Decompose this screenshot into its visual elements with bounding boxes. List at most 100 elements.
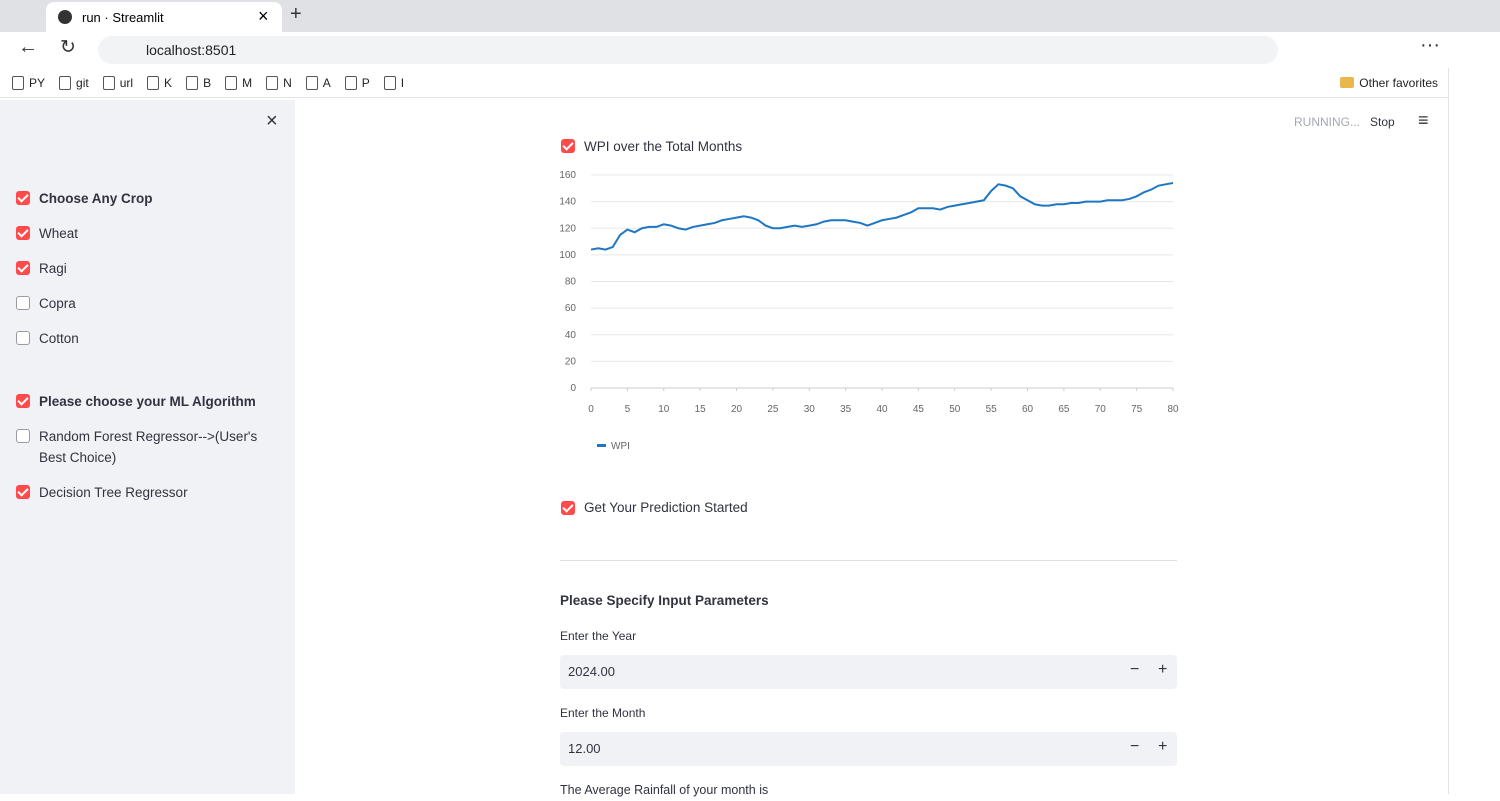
bookmark-label: M	[242, 75, 253, 90]
close-sidebar[interactable]: ×	[266, 110, 278, 132]
other-favorites-label: Other favorites	[1359, 75, 1438, 90]
increment[interactable]: +	[1158, 738, 1168, 755]
line	[590, 182, 1174, 251]
hamburger[interactable]: ≡	[1418, 110, 1429, 130]
option-label: Ragi	[39, 261, 67, 276]
x-tick-label: 40	[876, 404, 888, 415]
option-label: Random Forest Regressor-->(User's Best C…	[39, 429, 258, 465]
tab[interactable]: run · Streamlit ×	[46, 2, 282, 32]
increment[interactable]: +	[1158, 661, 1168, 678]
x-tick-label: 70	[1095, 404, 1107, 415]
checkbox[interactable]	[561, 139, 575, 153]
chart-toggle-label: WPI over the Total Months	[584, 139, 743, 154]
x-tick-label: 60	[1022, 404, 1034, 415]
group-header: Choose Any Crop	[39, 191, 153, 206]
option-label: Decision Tree Regressor	[39, 485, 188, 500]
y-tick-label: 120	[559, 223, 576, 234]
url: localhost:8501	[146, 42, 237, 58]
back[interactable]: ←	[18, 36, 38, 58]
checkbox[interactable]	[16, 485, 30, 499]
input-label: Enter the Year	[560, 629, 637, 643]
new-tab[interactable]: +	[290, 3, 302, 25]
option-label: Copra	[39, 296, 76, 311]
checkbox[interactable]	[16, 296, 30, 310]
tab-title: run · Streamlit	[82, 10, 164, 25]
bookmark-icon	[344, 75, 357, 90]
checkbox[interactable]	[561, 501, 575, 515]
y-tick-label: 140	[559, 197, 576, 208]
bookmark-label: PY	[29, 75, 46, 90]
legend-label: WPI	[611, 441, 630, 452]
bookmark[interactable]: PY	[12, 75, 46, 90]
input-value: 2024.00	[568, 664, 615, 679]
other-favorites[interactable]: Other favorites	[1340, 76, 1438, 90]
checkbox[interactable]	[16, 394, 30, 408]
x-tick-label: 50	[949, 404, 961, 415]
bookmark-label: A	[322, 75, 331, 90]
bookmark-label: url	[119, 75, 134, 90]
address-bar[interactable]: localhost:8501	[98, 36, 1278, 64]
x-tick-label: 45	[913, 404, 925, 415]
bookmark[interactable]: url	[102, 75, 134, 90]
x-tick-label: 0	[588, 404, 594, 415]
x-tick-label: 5	[625, 404, 631, 415]
prediction-toggle-label: Get Your Prediction Started	[584, 500, 748, 515]
bookmark-label: I	[400, 75, 405, 90]
bookmark[interactable]: K	[147, 75, 173, 90]
x-tick-label: 55	[986, 404, 998, 415]
x-tick-label: 10	[658, 404, 670, 415]
bookmark-icon	[266, 75, 279, 90]
y-tick-label: 60	[565, 303, 577, 314]
option-label: Wheat	[39, 226, 79, 241]
bookmark[interactable]: P	[344, 75, 370, 90]
bookmark-icon	[383, 75, 396, 90]
legend-swatch	[597, 444, 606, 447]
reload[interactable]: ↻	[60, 37, 76, 58]
checkbox[interactable]	[16, 429, 30, 443]
rainfall-label: The Average Rainfall of your month is	[560, 783, 769, 797]
bookmark-label: git	[76, 75, 89, 90]
option-label: Cotton	[39, 331, 79, 346]
bookmark[interactable]: N	[266, 75, 292, 90]
number-input[interactable]: 2024.00 − +	[560, 655, 1177, 689]
x-tick-label: 30	[804, 404, 816, 415]
bookmark-icon	[147, 75, 160, 90]
y-tick-label: 0	[570, 383, 576, 394]
streamlit-sidebar: × Choose Any Crop Wheat Ragi Copra Cotton Ple…	[0, 100, 295, 794]
bookmark[interactable]: M	[225, 75, 253, 90]
close-tab[interactable]: ×	[258, 6, 269, 26]
bookmark-icon	[305, 75, 318, 90]
bookmark[interactable]: A	[305, 75, 331, 90]
x-tick-label: 35	[840, 404, 852, 415]
bookmark[interactable]: I	[383, 75, 405, 90]
bookmark-icon	[225, 75, 238, 90]
params-header: Please Specify Input Parameters	[560, 593, 769, 608]
bookmark[interactable]: B	[186, 75, 212, 90]
bookmark-icon	[59, 75, 72, 90]
decrement[interactable]: −	[1130, 661, 1140, 678]
chart: 0 20 40 60 80 100 120 140 160 0 5 10 15 20 25 30 35 40 45 5…	[559, 170, 1179, 452]
x-tick-label: 15	[695, 404, 707, 415]
group-header: Please choose your ML Algorithm	[39, 394, 256, 409]
x-tick-label: 75	[1131, 404, 1143, 415]
divider	[560, 560, 1177, 561]
checkbox[interactable]	[16, 261, 30, 275]
bookmark-icon	[12, 75, 24, 90]
y-tick-label: 100	[559, 250, 576, 261]
x-tick-label: 25	[767, 404, 779, 415]
bookmarks-bar: PY git url K B M N A P I Other favorites	[0, 68, 1448, 98]
y-tick-label: 20	[565, 356, 577, 367]
edge-sidebar	[1448, 68, 1500, 794]
bookmark-label: B	[203, 75, 212, 90]
checkbox[interactable]	[16, 226, 30, 240]
number-input[interactable]: 12.00 − +	[560, 732, 1177, 766]
x-tick-label: 20	[731, 404, 743, 415]
y-tick-label: 80	[565, 277, 577, 288]
checkbox[interactable]	[16, 191, 30, 205]
checkbox[interactable]	[16, 331, 30, 345]
bookmark-label: K	[164, 75, 173, 90]
bookmark[interactable]: git	[59, 75, 89, 90]
stop-button[interactable]: Stop	[1370, 115, 1395, 129]
menu[interactable]: ···	[1420, 34, 1440, 56]
decrement[interactable]: −	[1130, 738, 1140, 755]
